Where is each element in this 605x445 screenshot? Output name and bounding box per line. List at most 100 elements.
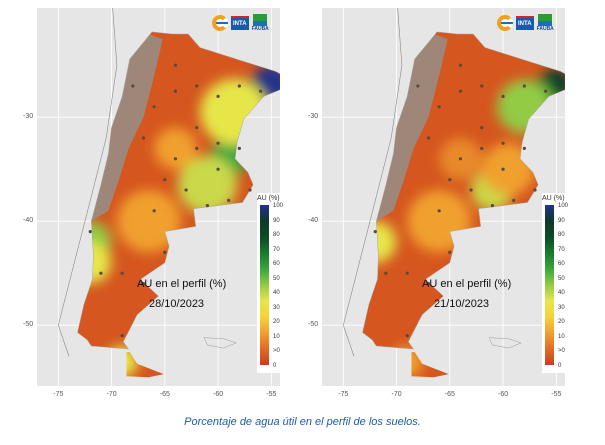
station-point [152,209,156,213]
station-point [501,141,505,145]
station-point [480,84,484,88]
legend-tick: 0 [558,362,562,369]
station-point [195,146,199,150]
legend-colorbar [260,205,269,365]
soil-water-map [322,0,571,386]
legend-tick: 70 [273,246,280,253]
legend-title: AU (%) [542,195,565,202]
station-point [448,250,452,254]
inta-logo: INTA [516,16,534,30]
legend-tick: 20 [558,319,565,325]
station-point [227,198,231,202]
station-point [480,126,484,130]
legend-tick: >0 [273,348,280,354]
station-point [501,167,505,171]
legend-tick: 80 [558,232,565,238]
station-point [501,94,505,98]
x-tick-label: -65 [159,391,170,398]
station-point [426,136,431,140]
legend-tick: 80 [273,232,280,238]
color-legend: AU (%) 100 90 80 70 60 50 40 30 20 10 >0 0 [257,193,287,373]
logos: INTA FAUBA [212,14,269,32]
legend-tick: 40 [273,290,280,296]
soil-water-map [37,0,286,386]
station-point [416,84,420,88]
legend-tick: 50 [273,275,280,282]
station-point [426,282,431,286]
fauba-logo: FAUBA [252,14,269,32]
station-point [512,198,516,202]
y-tick-label: -50 [308,321,319,329]
x-tick-label: -55 [266,391,277,398]
station-point [173,89,178,93]
y-tick-label: -30 [308,113,319,121]
station-point [184,188,188,192]
station-point [522,146,526,150]
station-point [522,84,526,88]
legend-tick: 30 [558,304,565,311]
x-tick-label: -75 [53,391,64,398]
station-point [490,204,494,208]
y-tick-label: -40 [23,217,34,225]
station-point [237,84,241,88]
logo-icon [497,15,513,31]
station-point [248,188,252,192]
logo-icon [212,15,228,31]
legend-tick: >0 [558,348,565,354]
station-point [120,334,124,338]
x-tick-label: -60 [498,391,509,398]
fauba-logo: FAUBA [537,14,554,32]
station-point [195,126,199,130]
station-point [163,250,167,254]
y-tick-label: -30 [23,113,34,121]
station-point [173,157,178,161]
legend-tick: 20 [273,319,280,325]
legend-tick: 0 [273,362,277,369]
station-point [195,84,199,88]
station-point [237,146,241,150]
station-point [384,271,388,275]
legend-title: AU (%) [257,195,280,202]
map-date: 21/10/2023 [434,298,490,310]
map-panel: INTA FAUBA AU (%) 100 90 80 70 60 50 40 30 20 10 >0 0 A… [15,0,287,408]
station-point [141,136,146,140]
station-point [205,204,209,208]
logos: INTA FAUBA [497,14,554,32]
station-point [448,178,452,182]
station-point [216,167,220,171]
station-point [437,105,441,109]
map-label: AU en el perfil (%) [137,278,227,290]
station-point [99,271,103,275]
station-point [216,141,220,145]
map-plot-area: INTA FAUBA AU (%) 100 90 80 70 60 50 40 30 20 10 >0 0 A… [37,0,287,386]
station-point [469,188,473,192]
inta-logo: INTA [231,16,249,30]
legend-tick: 40 [558,290,565,296]
station-point [141,282,146,286]
station-point [88,230,92,234]
legend-tick: 30 [273,304,280,311]
x-tick-label: -70 [106,391,117,398]
x-tick-label: -60 [213,391,224,398]
color-legend: AU (%) 100 90 80 70 60 50 40 30 20 10 >0 0 [542,193,572,373]
map-label: AU en el perfil (%) [422,278,512,290]
station-point [131,84,135,88]
map-plot-area: INTA FAUBA AU (%) 100 90 80 70 60 50 40 30 20 10 >0 0 A… [322,0,572,386]
legend-tick: 100 [558,203,569,209]
legend-tick: 60 [273,261,280,267]
station-point [163,178,167,182]
station-point [458,89,463,93]
legend-colorbar [545,205,554,365]
map-date: 28/10/2023 [149,298,205,310]
map-panel: INTA FAUBA AU (%) 100 90 80 70 60 50 40 30 20 10 >0 0 A… [300,0,572,408]
legend-tick: 10 [273,333,280,340]
x-tick-label: -65 [444,391,455,398]
legend-tick: 90 [273,217,280,224]
station-point [405,271,409,275]
station-point [533,188,537,192]
station-point [458,63,463,67]
station-point [152,105,156,109]
station-point [544,89,548,93]
station-point [480,146,484,150]
station-point [216,94,220,98]
